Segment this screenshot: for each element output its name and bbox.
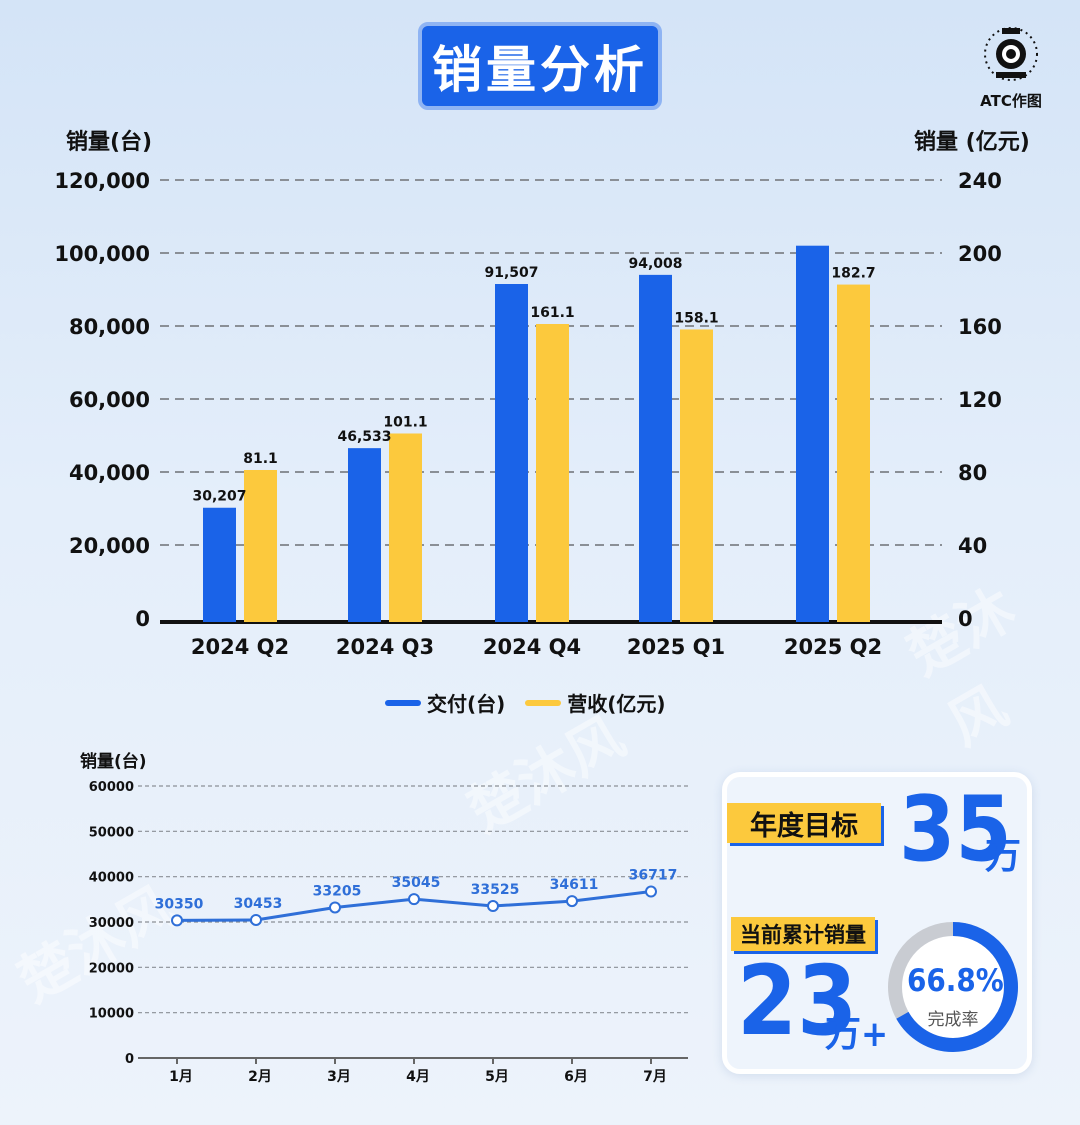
left-tick-label: 40,000: [69, 461, 150, 485]
logo: ATC作图: [972, 20, 1050, 112]
legend-swatch-yellow: [525, 699, 562, 706]
line-axis-title: 销量(台): [80, 752, 147, 772]
left-axis-title: 销量(台): [66, 130, 153, 155]
page-title: 销量分析: [418, 22, 662, 110]
target-card: 年度目标 35 万 当前累计销量 23 万+ 66.8% 完成率: [722, 772, 1032, 1074]
completion-rate: 66.8%: [907, 963, 1004, 999]
left-tick-label: 60,000: [69, 388, 150, 412]
current-badge: 当前累计销量: [731, 917, 875, 951]
x-category-label: 2025 Q2: [784, 635, 882, 659]
bar-delivery: [495, 283, 528, 622]
bar-revenue: [837, 284, 870, 622]
bar-delivery: [796, 245, 829, 622]
bar-value-label: 94,008: [628, 256, 682, 272]
bar-value-label: 91,507: [484, 265, 538, 281]
x-category-label: 4月: [406, 1069, 430, 1085]
right-tick-label: 160: [958, 315, 1002, 339]
bar-value-label: 101.1: [383, 414, 427, 430]
x-category-label: 1月: [169, 1069, 193, 1085]
point-value-label: 34611: [550, 877, 599, 893]
x-category-label: 2025 Q1: [627, 635, 725, 659]
bar-legend: 交付(台) 营收(亿元): [385, 688, 686, 717]
right-tick-label: 40: [958, 534, 987, 558]
line-point: [487, 900, 499, 913]
target-unit: 万: [985, 836, 1022, 877]
line-point: [566, 895, 578, 908]
logo-icon: [984, 27, 1038, 81]
bar-revenue: [389, 433, 422, 622]
left-tick-label: 120,000: [54, 169, 150, 193]
line-point: [645, 885, 657, 898]
x-category-label: 5月: [485, 1069, 509, 1085]
x-category-label: 6月: [564, 1069, 588, 1085]
bar-value-label: 161.1: [530, 305, 574, 321]
point-value-label: 33205: [313, 883, 362, 899]
x-category-label: 2月: [248, 1069, 272, 1085]
current-unit: 万+: [825, 1014, 889, 1055]
completion-ring: [888, 922, 1018, 1052]
line-point: [408, 893, 420, 906]
point-value-label: 36717: [629, 868, 678, 884]
x-category-label: 2024 Q3: [336, 635, 434, 659]
right-tick-label: 120: [958, 388, 1002, 412]
point-value-label: 30350: [155, 896, 204, 912]
bar-delivery: [348, 448, 381, 622]
y-tick-label: 20000: [89, 961, 134, 976]
right-tick-label: 240: [958, 169, 1002, 193]
y-tick-label: 30000: [89, 916, 134, 931]
x-category-label: 3月: [327, 1069, 351, 1085]
bar-revenue: [680, 329, 713, 622]
y-tick-label: 50000: [89, 825, 134, 840]
line-chart: 60000 50000 40000 30000 20000 10000 0 30350 1月 30…: [89, 780, 688, 1085]
line-point: [250, 913, 262, 926]
y-tick-label: 40000: [89, 871, 134, 886]
legend-item-revenue: 营收(亿元): [525, 688, 666, 717]
target-value: 35: [899, 777, 1012, 882]
legend-item-delivery: 交付(台): [385, 688, 505, 717]
point-value-label: 30453: [234, 896, 283, 912]
bar-value-label: 81.1: [243, 451, 278, 467]
y-tick-label: 0: [125, 1052, 134, 1067]
left-tick-label: 20,000: [69, 534, 150, 558]
x-category-label: 2024 Q4: [483, 635, 581, 659]
target-badge: 年度目标: [727, 803, 881, 843]
right-axis-title: 销量 (亿元): [914, 130, 1030, 155]
y-tick-label: 10000: [89, 1007, 134, 1022]
bar-delivery: [639, 274, 672, 622]
bar-delivery: [203, 507, 236, 622]
completion-rate-label: 完成率: [927, 1010, 979, 1030]
logo-text: ATC作图: [980, 92, 1042, 110]
legend-label: 营收(亿元): [567, 692, 666, 716]
bar-chart: 120,000 240 100,000 200 80,000 160 60,000 120 40…: [54, 169, 1002, 659]
current-value: 23: [737, 945, 858, 1057]
bar-value-label: 30,207: [192, 489, 246, 505]
bar-revenue: [244, 469, 277, 622]
bar-revenue: [536, 323, 569, 622]
x-category-label: 7月: [643, 1069, 667, 1085]
bar-value-label: 182.7: [831, 266, 875, 282]
right-tick-label: 80: [958, 461, 987, 485]
legend-label: 交付(台): [427, 692, 506, 716]
bar-value-label: 158.1: [674, 310, 718, 326]
right-tick-label: 200: [958, 242, 1002, 266]
point-value-label: 35045: [392, 875, 441, 891]
ring-progress: [888, 922, 1018, 1052]
line-point: [171, 914, 183, 927]
x-category-label: 2024 Q2: [191, 635, 289, 659]
bar-value-label: 46,533: [337, 429, 391, 445]
point-value-label: 33525: [471, 882, 520, 898]
y-tick-label: 60000: [89, 780, 134, 795]
left-tick-label: 80,000: [69, 315, 150, 339]
legend-swatch-blue: [385, 699, 421, 706]
left-tick-label: 100,000: [54, 242, 150, 266]
line-point: [329, 901, 341, 914]
left-tick-label: 0: [135, 607, 150, 631]
right-tick-label: 0: [958, 607, 973, 631]
